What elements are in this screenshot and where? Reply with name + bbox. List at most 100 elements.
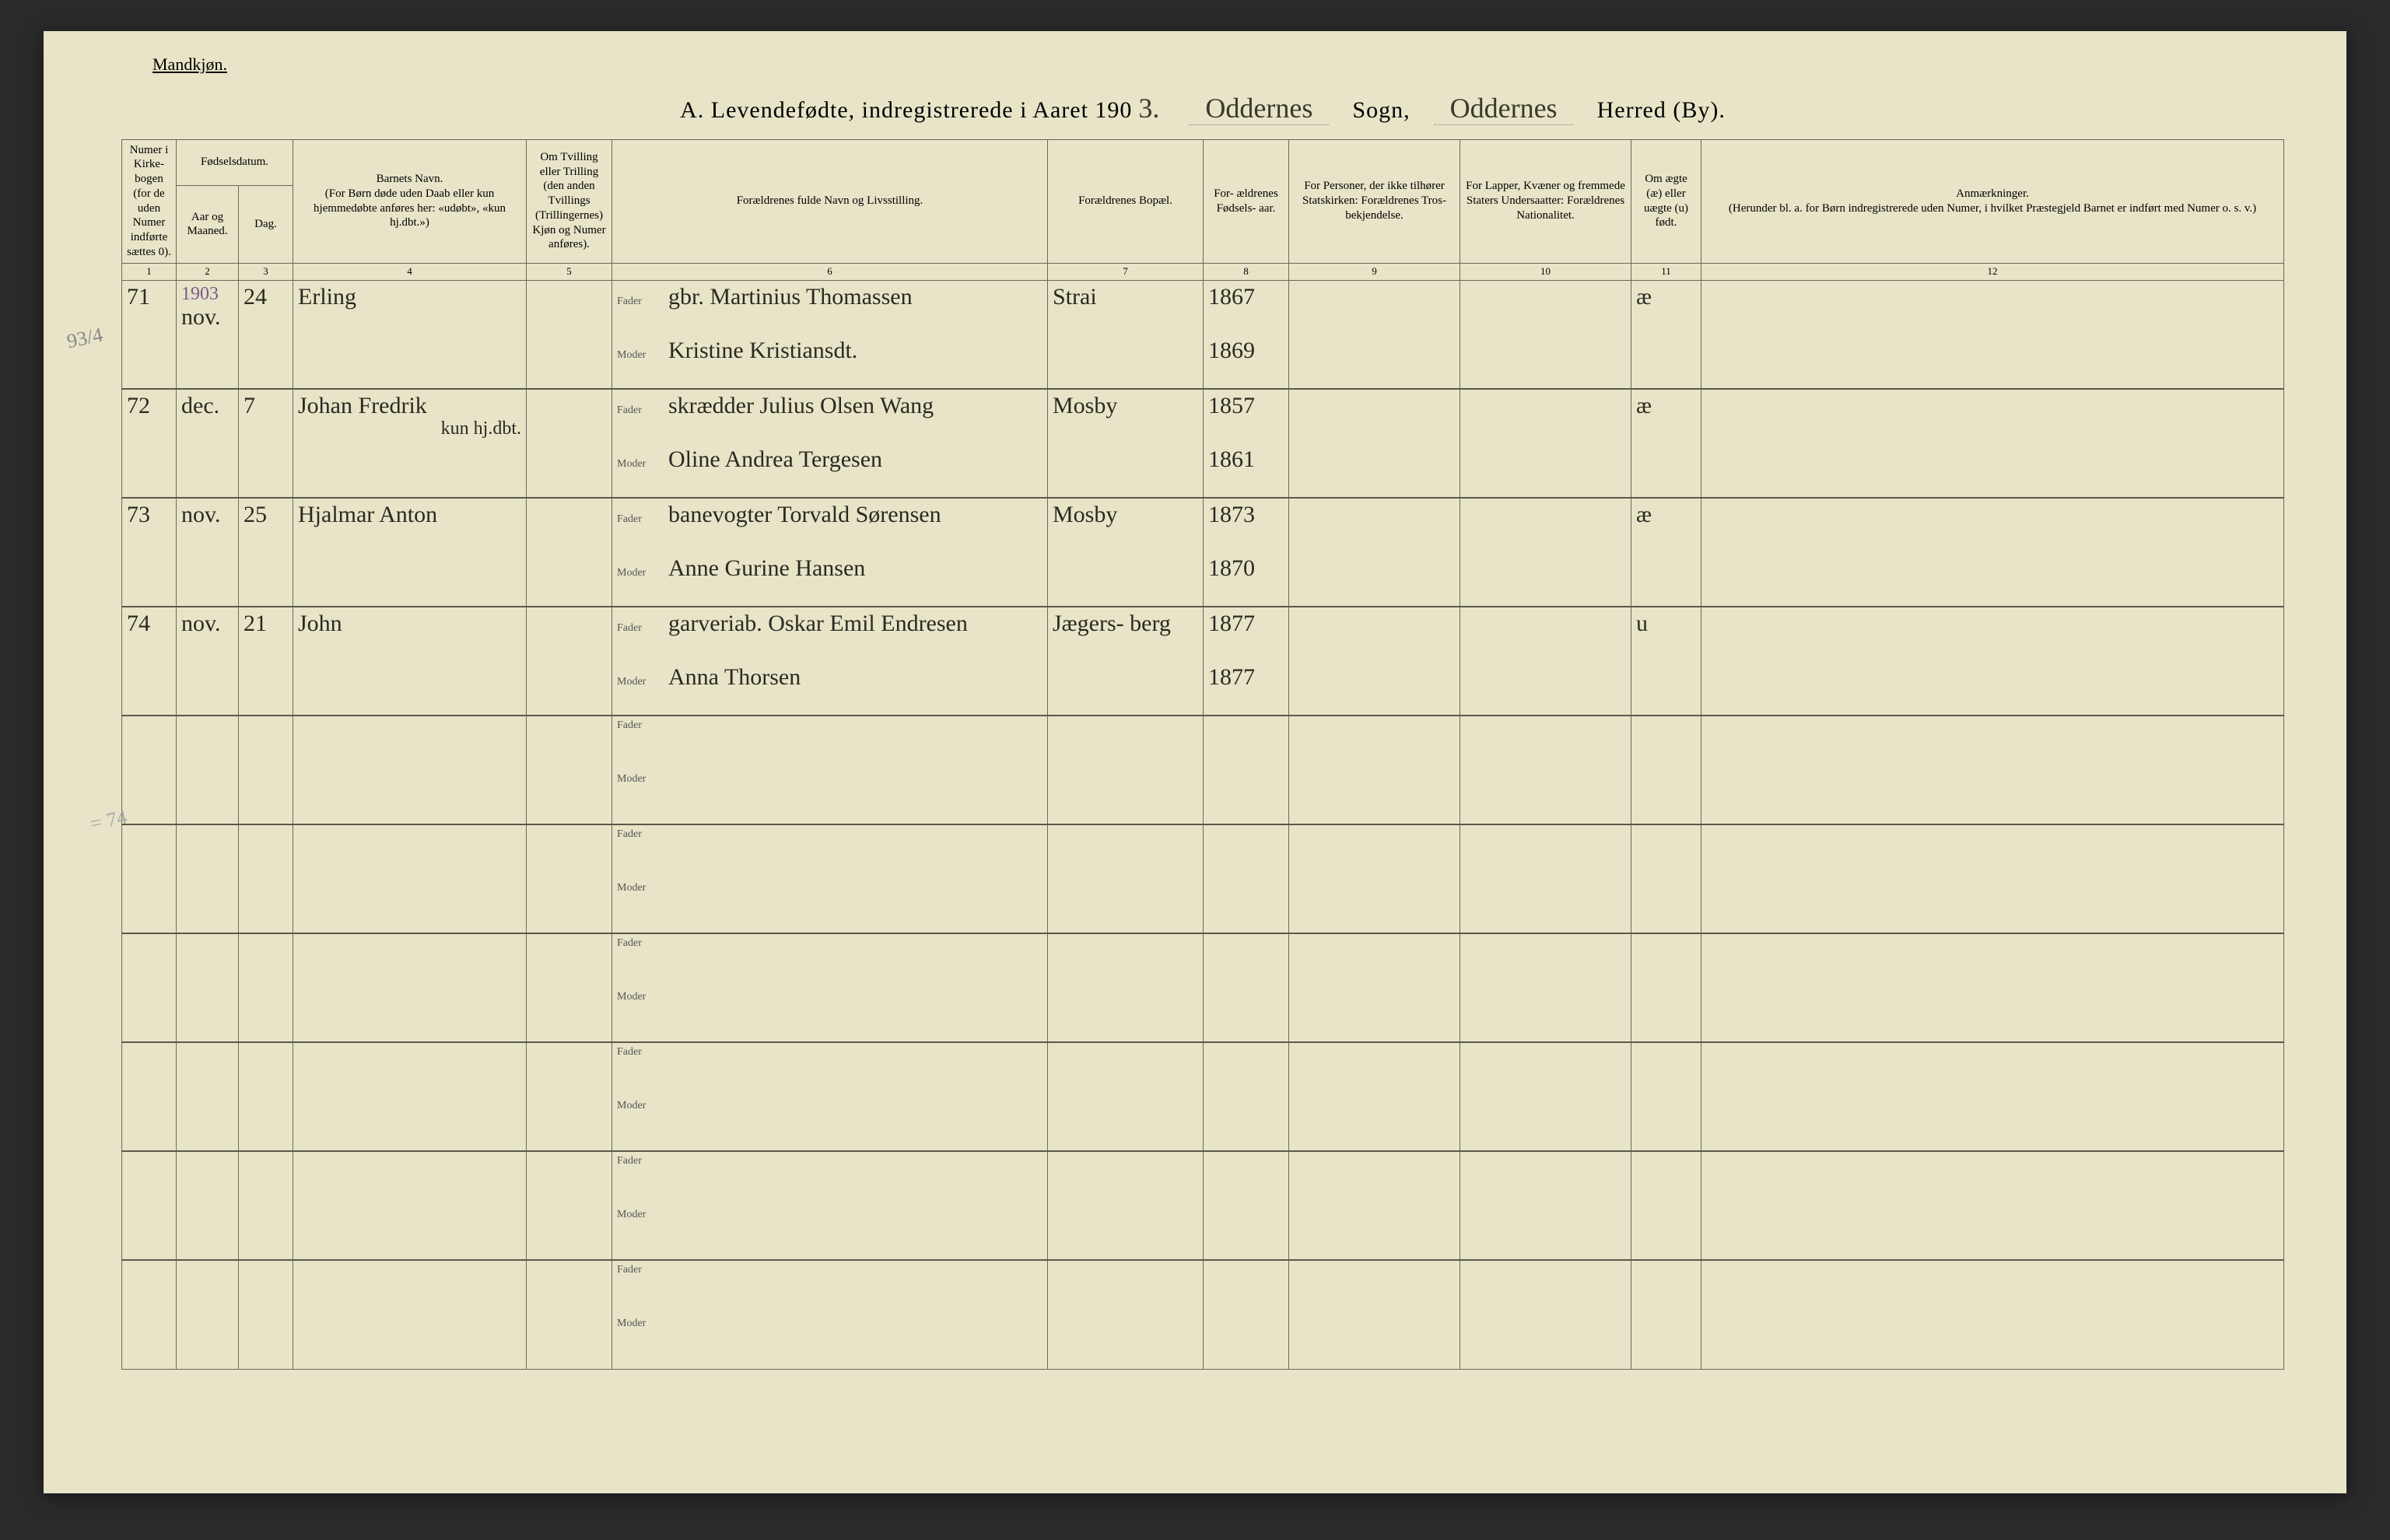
hdr-childname: Barnets Navn. (For Børn døde uden Daab e… [293, 139, 527, 263]
cell-notes [1701, 933, 2284, 1042]
cell-religion [1289, 1151, 1460, 1260]
cell-mother: Moder [612, 1206, 1048, 1260]
cell-childname: Johan Fredrikkun hj.dbt. [293, 389, 527, 498]
cell-notes [1701, 716, 2284, 824]
cell-day: 25 [239, 498, 293, 607]
cell-month: 1903nov. [177, 280, 239, 389]
table-row: Fader [122, 1260, 2284, 1314]
cell-residence [1048, 1260, 1204, 1369]
cell-fyear [1204, 1260, 1289, 1314]
cell-month [177, 1042, 239, 1151]
margin-annotation-1: 93/4 [65, 324, 104, 354]
colnum-1: 1 [122, 263, 177, 280]
cell-religion [1289, 498, 1460, 607]
hdr-residence: Forældrenes Bopæl. [1048, 139, 1204, 263]
cell-religion [1289, 1042, 1460, 1151]
cell-father: Fader [612, 1260, 1048, 1314]
cell-legit [1631, 1151, 1701, 1260]
cell-residence [1048, 933, 1204, 1042]
cell-legit: æ [1631, 498, 1701, 607]
hdr-day: Dag. [239, 186, 293, 264]
cell-fyear [1204, 1042, 1289, 1097]
cell-notes [1701, 389, 2284, 498]
cell-fyear: 1877 [1204, 607, 1289, 661]
cell-twin [527, 389, 612, 498]
hdr-legit: Om ægte (æ) eller uægte (u) født. [1631, 139, 1701, 263]
cell-num [122, 824, 177, 933]
cell-day [239, 1260, 293, 1369]
cell-num: 73 [122, 498, 177, 607]
cell-religion [1289, 824, 1460, 933]
hdr-date-top: Fødselsdatum. [177, 139, 293, 185]
cell-legit: u [1631, 607, 1701, 716]
cell-fyear: 1873 [1204, 498, 1289, 552]
hdr-twin: Om Tvilling eller Trilling (den anden Tv… [527, 139, 612, 263]
cell-twin [527, 280, 612, 389]
sogn-value: Oddernes [1189, 93, 1329, 125]
cell-num [122, 1151, 177, 1260]
cell-num [122, 1042, 177, 1151]
colnum-3: 3 [239, 263, 293, 280]
cell-residence: Mosby [1048, 389, 1204, 498]
register-page: 93/4 = 74 Mandkjøn. A. Levendefødte, ind… [44, 31, 2346, 1493]
table-row: 72dec.7Johan Fredrikkun hj.dbt.Faderskræ… [122, 389, 2284, 443]
cell-nationality [1460, 607, 1631, 716]
cell-month: nov. [177, 498, 239, 607]
cell-day [239, 824, 293, 933]
cell-num: 74 [122, 607, 177, 716]
cell-religion [1289, 933, 1460, 1042]
table-body: 711903nov.24Erling Fadergbr. Martinius Th… [122, 280, 2284, 1369]
cell-nationality [1460, 280, 1631, 389]
cell-childname [293, 1151, 527, 1260]
cell-day: 24 [239, 280, 293, 389]
hdr-num: Numer i Kirke- bogen (for de uden Numer … [122, 139, 177, 263]
table-row: Fader [122, 933, 2284, 988]
cell-myear [1204, 1206, 1289, 1260]
cell-day [239, 716, 293, 824]
cell-religion [1289, 716, 1460, 824]
cell-notes [1701, 1260, 2284, 1369]
cell-num [122, 716, 177, 824]
cell-legit [1631, 716, 1701, 824]
cell-notes [1701, 1151, 2284, 1260]
colnum-9: 9 [1289, 263, 1460, 280]
cell-childname [293, 716, 527, 824]
cell-month [177, 824, 239, 933]
cell-mother: Moder [612, 770, 1048, 824]
cell-father: Fader [612, 1042, 1048, 1097]
cell-month: dec. [177, 389, 239, 498]
table-row: 73nov.25Hjalmar AntonFaderbanevogter Tor… [122, 498, 2284, 552]
cell-num [122, 1260, 177, 1369]
cell-religion [1289, 1260, 1460, 1369]
cell-twin [527, 933, 612, 1042]
cell-fyear [1204, 824, 1289, 879]
cell-twin [527, 1260, 612, 1369]
herred-value: Oddernes [1434, 93, 1574, 125]
cell-day: 7 [239, 389, 293, 498]
cell-father: Fadergbr. Martinius Thomassen [612, 280, 1048, 334]
cell-residence [1048, 1151, 1204, 1260]
cell-notes [1701, 1042, 2284, 1151]
cell-childname [293, 933, 527, 1042]
cell-notes [1701, 280, 2284, 389]
cell-nationality [1460, 933, 1631, 1042]
cell-myear [1204, 879, 1289, 933]
colnum-6: 6 [612, 263, 1048, 280]
cell-childname: Erling [293, 280, 527, 389]
table-row: Fader [122, 1042, 2284, 1097]
cell-fyear: 1867 [1204, 280, 1289, 334]
cell-month [177, 1260, 239, 1369]
cell-num: 72 [122, 389, 177, 498]
cell-day [239, 1151, 293, 1260]
hdr-parents: Forældrenes fulde Navn og Livsstilling. [612, 139, 1048, 263]
cell-num: 71 [122, 280, 177, 389]
title-year-suffix: 3. [1132, 93, 1165, 124]
cell-myear: 1861 [1204, 443, 1289, 498]
cell-fyear [1204, 1151, 1289, 1206]
cell-legit [1631, 1260, 1701, 1369]
cell-mother: ModerAnna Thorsen [612, 661, 1048, 716]
cell-myear: 1877 [1204, 661, 1289, 716]
cell-nationality [1460, 389, 1631, 498]
cell-nationality [1460, 716, 1631, 824]
cell-myear: 1870 [1204, 552, 1289, 607]
